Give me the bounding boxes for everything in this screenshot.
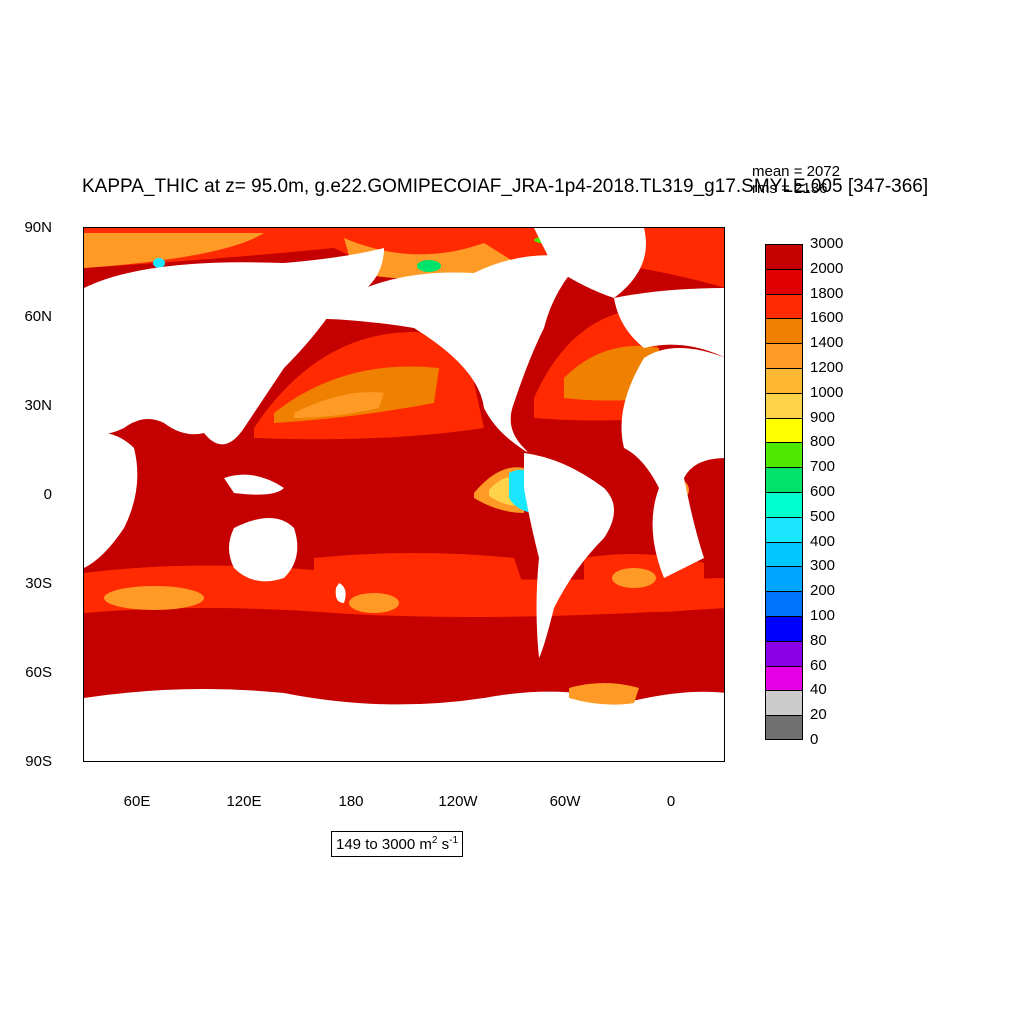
range-exp2: -1 <box>449 835 459 846</box>
south-pacific-zone <box>314 553 524 590</box>
legend-swatch <box>765 516 803 542</box>
legend-label: 20 <box>810 706 827 724</box>
south-america <box>524 453 614 658</box>
map-stats: mean = 2072 rms = 2136 <box>752 163 840 197</box>
legend-label: 40 <box>810 681 827 699</box>
lon-label-0: 0 <box>666 793 676 810</box>
eurasia <box>84 248 384 445</box>
legend-swatch <box>765 591 803 616</box>
greenland <box>534 228 646 298</box>
legend-swatch <box>765 640 803 666</box>
arctic-green <box>417 260 441 272</box>
legend-label: 100 <box>810 607 836 624</box>
legend-label: 1600 <box>810 309 844 327</box>
lat-label-30s: 30S <box>25 575 52 592</box>
legend-label: 1200 <box>810 359 844 376</box>
lat-label-eq: 0 <box>43 486 52 503</box>
legend-swatch <box>765 268 803 294</box>
mean-value: mean = 2072 <box>752 163 840 180</box>
barents-cyan <box>153 258 165 268</box>
north-america <box>289 255 584 452</box>
legend-label: 600 <box>810 483 836 500</box>
range-exp1: 2 <box>431 835 438 846</box>
map-panel <box>83 227 725 762</box>
legend-swatch <box>765 442 803 468</box>
legend-swatch <box>765 392 803 418</box>
legend-label: 900 <box>810 408 836 426</box>
legend-label: 2000 <box>810 259 844 277</box>
legend-swatch <box>765 665 803 691</box>
lon-label-180: 180 <box>338 793 364 810</box>
legend-swatch <box>765 491 803 517</box>
africa-east <box>84 432 138 568</box>
legend-label: 300 <box>810 557 836 575</box>
southern-ocean-band <box>84 565 724 617</box>
legend-label: 0 <box>810 731 819 748</box>
legend-swatch <box>765 367 803 393</box>
legend-label: 1000 <box>810 383 844 401</box>
indian-orange <box>104 586 204 610</box>
legend-swatch <box>765 244 803 269</box>
legend-label: 800 <box>810 433 836 451</box>
legend-label: 200 <box>810 582 836 600</box>
lon-label-120w: 120W <box>438 793 478 810</box>
lat-label-90n: 90N <box>24 219 52 236</box>
legend-label: 60 <box>810 656 827 674</box>
australia <box>229 518 298 582</box>
north-pacific-lightorange <box>294 392 384 418</box>
land <box>84 228 724 761</box>
legend-label: 1800 <box>810 284 844 302</box>
indonesia <box>224 474 284 495</box>
legend-swatch <box>765 343 803 368</box>
weddell-orange <box>569 683 639 705</box>
legend-label: 80 <box>810 631 827 649</box>
range-mid: s <box>437 836 450 853</box>
legend-swatch <box>765 541 803 567</box>
lat-label-90s: 90S <box>25 753 52 770</box>
data-range-box: 149 to 3000 m2 s-1 <box>331 831 464 857</box>
new-zealand <box>335 583 346 603</box>
legend-swatch <box>765 318 803 344</box>
legend-label: 500 <box>810 507 836 525</box>
range-prefix: 149 to 3000 m <box>336 836 432 853</box>
arctic-orange-east <box>344 238 524 280</box>
antarctica <box>84 689 724 761</box>
legend-swatch <box>765 690 803 716</box>
legend-label: 1400 <box>810 334 844 352</box>
arctic-orange <box>84 233 264 268</box>
map-title: KAPPA_THIC at z= 95.0m, g.e22.GOMIPECOIA… <box>82 176 929 197</box>
legend-swatch <box>765 615 803 641</box>
lon-label-60e: 60E <box>123 793 151 810</box>
color-legend <box>765 244 805 740</box>
lat-label-60s: 60S <box>25 664 52 681</box>
europe <box>614 288 724 358</box>
legend-swatch <box>765 417 803 443</box>
map-canvas <box>84 228 724 761</box>
lat-label-60n: 60N <box>24 308 52 325</box>
legend-swatch <box>765 715 803 740</box>
africa <box>621 348 724 578</box>
legend-swatch <box>765 467 803 492</box>
lon-label-60w: 60W <box>549 793 581 810</box>
legend-label: 700 <box>810 458 836 476</box>
legend-label: 400 <box>810 532 836 550</box>
south-atlantic-orange <box>612 568 656 588</box>
tasman-orange <box>349 593 399 613</box>
lat-label-30n: 30N <box>24 397 52 414</box>
rms-value: rms = 2136 <box>752 180 828 197</box>
legend-label: 3000 <box>810 235 844 252</box>
legend-swatch <box>765 293 803 319</box>
legend-swatch <box>765 566 803 592</box>
lon-label-120e: 120E <box>226 793 262 810</box>
